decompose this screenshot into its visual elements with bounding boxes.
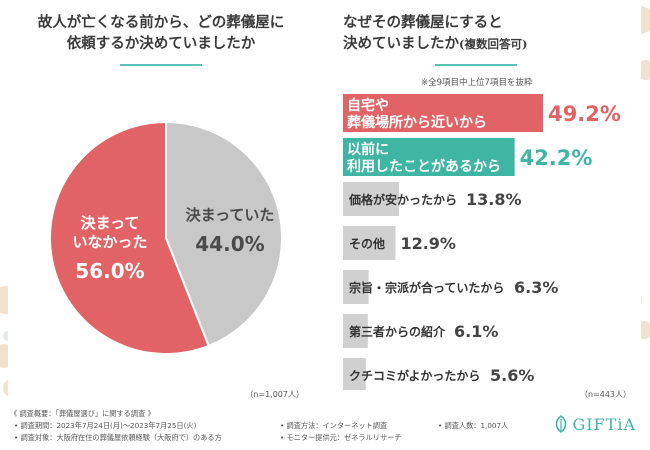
bar: [343, 182, 400, 216]
pie-label-decided: 決まっていた 44.0%: [186, 206, 275, 256]
pie-label-undecided-text: いなかった: [72, 233, 147, 251]
pie-slice-undecided: [49, 120, 211, 355]
survey-footer: 《 調査概要：「葬儀屋選び」に関する調査 》 • 調査期間：2023年7月24日…: [0, 408, 650, 450]
bar-value-label: 13.8%: [466, 190, 522, 209]
giftia-logo: GIFTiA: [553, 414, 636, 434]
bar-label: 葬儀場所から近いから: [347, 114, 487, 131]
bar-row: 宗旨・宗派が合っていたから 6.3%: [343, 270, 558, 304]
bar: [343, 314, 368, 348]
left-chart-title: 故人が亡くなる前から、どの葬儀屋に 依頼するか決めていましたか: [8, 12, 314, 54]
footer-period: • 調査期間：2023年7月24日(月)～2023年7月25日(火): [14, 421, 197, 430]
bar-value-label: 6.3%: [514, 278, 558, 297]
bar-label: クチコミがよかったから: [349, 368, 480, 383]
right-note: ※全9項目中上位7項目を抜粋: [421, 78, 533, 88]
bar: [343, 226, 396, 260]
right-title-line2: 決めていましたか: [343, 35, 459, 52]
bar-value-label: 12.9%: [400, 234, 456, 253]
pie-label-undecided-value: 56.0%: [75, 259, 144, 283]
bar: [343, 94, 544, 132]
bar-row: その他 12.9%: [343, 226, 456, 260]
pie-label-undecided-text: 決まって: [81, 214, 140, 232]
pie-label-decided-value: 44.0%: [195, 232, 264, 256]
bar-value-label: 5.6%: [490, 366, 534, 385]
bar: [343, 138, 515, 176]
right-n-label: （n=443人）: [579, 390, 631, 399]
left-title-underline: [120, 64, 202, 66]
bar-label: 以前に: [347, 141, 389, 158]
bar-label: 第三者からの紹介: [349, 324, 446, 339]
left-title-line1: 故人が亡くなる前から、どの葬儀屋に: [37, 14, 285, 31]
footer-heading: 《 調査概要：「葬儀屋選び」に関する調査 》: [10, 409, 155, 418]
bar-row: クチコミがよかったから 5.6%: [343, 358, 534, 390]
bar-label: 価格が安かったから: [348, 192, 457, 207]
right-panel: なぜその葬儀屋にすると 決めていましたか(複数回答可) ※全9項目中上位7項目を…: [323, 0, 641, 408]
left-title-line2: 依頼するか決めていましたか: [66, 35, 256, 52]
footer-target: • 調査対象：大阪府在住の葬儀屋依頼経験（大阪府で）のある方: [14, 433, 222, 442]
footer-count: • 調査人数：1,007人: [438, 421, 509, 430]
bar-label: 自宅や: [347, 97, 389, 114]
bar-label: 利用したことがあるから: [347, 158, 501, 175]
right-title-line1: なぜその葬儀屋にすると: [343, 14, 503, 31]
footer-provider: • モニター提供元：ゼネラルリサーチ: [280, 433, 402, 442]
right-title-underline: [435, 64, 517, 66]
bar: [343, 358, 366, 390]
bar-value-label: 6.1%: [454, 322, 498, 341]
bar-row: 第三者からの紹介 6.1%: [343, 314, 498, 348]
pie-label-decided-text: 決まっていた: [186, 206, 275, 224]
left-panel: 故人が亡くなる前から、どの葬儀屋に 依頼するか決めていましたか 決まっていた 44…: [8, 0, 314, 408]
bar-label: 宗旨・宗派が合っていたから: [349, 280, 504, 295]
giftia-leaf-icon: [556, 415, 567, 433]
bar-value-label: 42.2%: [520, 146, 593, 170]
right-title-suffix: (複数回答可): [459, 37, 528, 51]
left-n-label: （n=1,007人）: [245, 390, 304, 399]
bar: [343, 270, 369, 304]
right-chart-title: なぜその葬儀屋にすると 決めていましたか(複数回答可): [343, 12, 527, 55]
brand-name: GIFTiA: [572, 414, 636, 434]
bar-value-label: 49.2%: [548, 102, 621, 126]
pie-slice-decided: [165, 120, 283, 348]
bar-label: その他: [349, 236, 385, 251]
footer-method: • 調査方法：インターネット調査: [280, 421, 388, 430]
bar-row: 価格が安かったから 13.8%: [343, 182, 522, 216]
